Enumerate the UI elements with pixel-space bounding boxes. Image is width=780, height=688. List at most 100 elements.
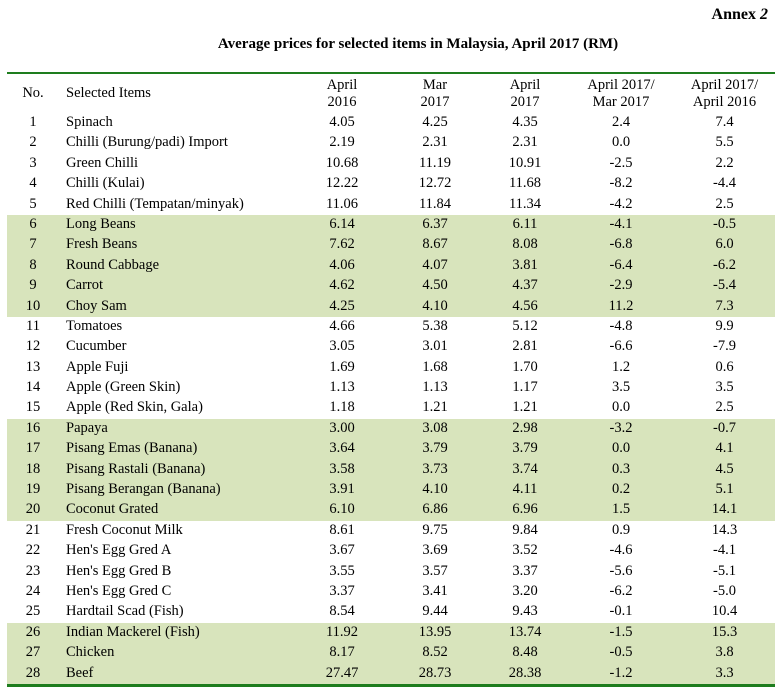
cell-change-mom: -4.2 [609, 195, 633, 212]
cell-change-yoy: 5.1 [674, 480, 775, 501]
header-col-item: Selected Items [59, 73, 296, 113]
cell-april-2016: 1.18 [329, 399, 355, 416]
cell-mar-2017: 9.44 [422, 603, 448, 620]
cell-mar-2017: 4.25 [422, 114, 448, 130]
cell-mar-2017: 3.57 [422, 562, 448, 579]
table-row: 28 Beef 27.47 28.73 28.38 -1.2 3.3 [7, 663, 775, 686]
cell-change-yoy: 10.4 [711, 603, 738, 620]
cell-mar-2017: 11.84 [418, 195, 452, 212]
cell-april-2017: 11.68 [508, 175, 542, 192]
cell-item: Carrot [59, 276, 296, 297]
cell-mar-2017: 3.73 [388, 459, 482, 481]
cell-april-2016: 4.06 [296, 255, 388, 277]
cell-april-2016: 10.68 [325, 154, 359, 171]
cell-change-yoy: 3.3 [674, 663, 775, 686]
cell-item: Red Chilli (Tempatan/minyak) [66, 195, 244, 212]
header-text: Selected Items [66, 85, 151, 101]
table-row: 14 Apple (Green Skin) 1.13 1.13 1.17 3.5 3.5 [7, 378, 775, 398]
cell-mar-2017: 4.07 [388, 255, 482, 277]
cell-change-yoy: -4.4 [713, 175, 736, 192]
cell-item: Hen's Egg Gred C [66, 582, 172, 599]
cell-april-2016: 27.47 [296, 663, 388, 686]
cell-change-yoy: 3.5 [715, 379, 734, 396]
cell-april-2017: 6.11 [482, 214, 568, 236]
cell-april-2016: 3.00 [296, 418, 388, 440]
cell-april-2017: 3.52 [512, 542, 538, 559]
header-text: No. [22, 85, 44, 101]
cell-change-mom: -8.2 [609, 175, 633, 192]
table-row: 19 Pisang Berangan (Banana) 3.91 4.10 4.11 0.… [7, 480, 775, 501]
cell-mar-2017: 4.50 [388, 276, 482, 297]
cell-change-mom: -6.2 [609, 582, 633, 599]
cell-change-mom: 1.2 [611, 358, 631, 375]
cell-mar-2017: 13.95 [388, 622, 482, 644]
cell-april-2017: 4.11 [482, 480, 568, 501]
cell-change-yoy: 14.1 [674, 500, 775, 521]
header-text: April 2017/ [587, 76, 655, 93]
header-text: April [326, 76, 358, 93]
cell-no: 8 [7, 255, 59, 277]
cell-april-2017: 4.37 [482, 276, 568, 297]
cell-no: 21 [25, 521, 41, 538]
cell-mar-2017: 3.41 [422, 582, 448, 599]
cell-change-mom: 0.0 [611, 399, 631, 416]
annex-label: Annex 2 [712, 6, 768, 24]
table-row: 10 Choy Sam 4.25 4.10 4.56 11.2 7.3 [7, 296, 775, 317]
cell-april-2016: 3.55 [329, 562, 355, 579]
cell-item: Indian Mackerel (Fish) [59, 622, 296, 644]
header-text: 2017 [420, 93, 450, 110]
cell-change-yoy: 4.1 [674, 439, 775, 460]
cell-mar-2017: 3.79 [388, 439, 482, 460]
cell-april-2016: 11.92 [296, 622, 388, 644]
cell-change-yoy: -5.0 [713, 582, 736, 599]
cell-change-mom: -6.8 [568, 235, 674, 256]
cell-april-2017: 3.81 [482, 255, 568, 277]
cell-item: Tomatoes [66, 317, 123, 334]
cell-item: Chicken [59, 643, 296, 664]
cell-april-2016: 8.17 [296, 643, 388, 664]
cell-april-2016: 6.10 [296, 500, 388, 521]
cell-change-yoy: -7.9 [713, 338, 736, 355]
cell-change-yoy: 2.5 [715, 399, 734, 416]
cell-change-mom: -6.4 [568, 255, 674, 277]
cell-item: Cucumber [66, 338, 127, 355]
cell-mar-2017: 6.37 [388, 214, 482, 236]
table-row: 8 Round Cabbage 4.06 4.07 3.81 -6.4 -6.2 [7, 255, 775, 277]
cell-change-mom: -3.2 [568, 418, 674, 440]
cell-april-2016: 3.05 [329, 338, 355, 355]
cell-item: Hardtail Scad (Fish) [66, 603, 184, 620]
cell-change-yoy: 6.0 [674, 235, 775, 256]
annex-number: 2 [760, 6, 768, 23]
cell-item: Chilli (Kulai) [66, 175, 145, 192]
cell-item: Round Cabbage [59, 255, 296, 277]
cell-change-mom: -4.8 [609, 317, 633, 334]
cell-no: 22 [25, 542, 41, 559]
cell-item: Hen's Egg Gred B [66, 562, 172, 579]
table-row: 17 Pisang Emas (Banana) 3.64 3.79 3.79 0.0 4.1 [7, 439, 775, 460]
cell-no: 10 [7, 296, 59, 317]
table-row: 23 Hen's Egg Gred B 3.55 3.57 3.37 -5.6 -5.1 [7, 562, 775, 582]
cell-april-2017: 4.56 [482, 296, 568, 317]
table-row: 20 Coconut Grated 6.10 6.86 6.96 1.5 14.1 [7, 500, 775, 521]
header-text: 2016 [327, 93, 357, 110]
cell-item: Apple (Red Skin, Gala) [66, 399, 203, 416]
table-row: 21 Fresh Coconut Milk 8.61 9.75 9.84 0.9 14.3 [7, 521, 775, 541]
cell-change-mom: 0.0 [611, 134, 631, 151]
cell-item: Chilli (Burung/padi) Import [66, 134, 228, 151]
cell-no: 1 [29, 114, 37, 130]
header-col-april-2016: April 2016 [296, 73, 388, 113]
table-row: 12 Cucumber 3.05 3.01 2.81 -6.6 -7.9 [7, 337, 775, 357]
cell-change-mom: -2.9 [568, 276, 674, 297]
cell-mar-2017: 3.08 [388, 418, 482, 440]
cell-item: Choy Sam [59, 296, 296, 317]
table-row: 5 Red Chilli (Tempatan/minyak) 11.06 11.84 1… [7, 195, 775, 215]
cell-change-mom: 11.2 [568, 296, 674, 317]
table-row: 27 Chicken 8.17 8.52 8.48 -0.5 3.8 [7, 643, 775, 664]
cell-april-2017: 4.35 [512, 114, 538, 130]
cell-no: 2 [29, 134, 37, 151]
cell-mar-2017: 2.31 [422, 134, 448, 151]
cell-april-2017: 1.17 [512, 379, 538, 396]
cell-no: 14 [25, 379, 41, 396]
cell-april-2017: 1.21 [512, 399, 538, 416]
cell-april-2016: 12.22 [325, 175, 359, 192]
